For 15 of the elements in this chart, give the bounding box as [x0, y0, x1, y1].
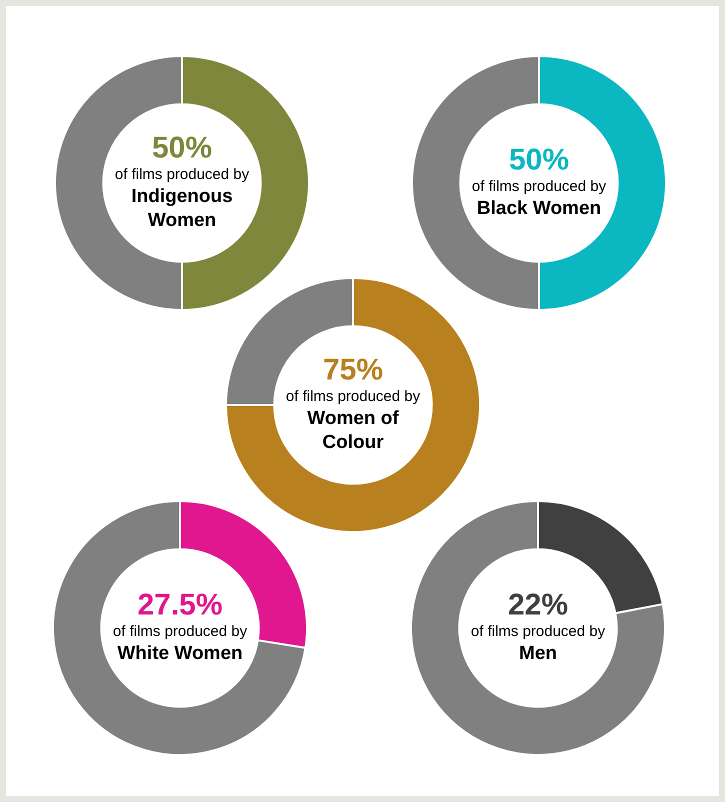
data-label: 22%: [508, 588, 568, 622]
text: of films produced by: [470, 623, 606, 640]
text: of films produced by: [114, 166, 250, 184]
data-label: 50%: [152, 131, 212, 164]
text: White Women: [117, 643, 243, 664]
text: of films produced by: [472, 178, 607, 196]
data-label: 27.5%: [137, 588, 223, 622]
data-label: 50%: [508, 143, 570, 176]
text: Men: [519, 643, 557, 664]
text: Indigenous Women: [131, 186, 233, 232]
text: of films produced by: [286, 388, 421, 406]
text: of films produced by: [112, 623, 248, 640]
data-label: 75%: [322, 353, 384, 386]
text: Women of Colour: [307, 408, 400, 454]
text: Black Women: [476, 198, 602, 220]
